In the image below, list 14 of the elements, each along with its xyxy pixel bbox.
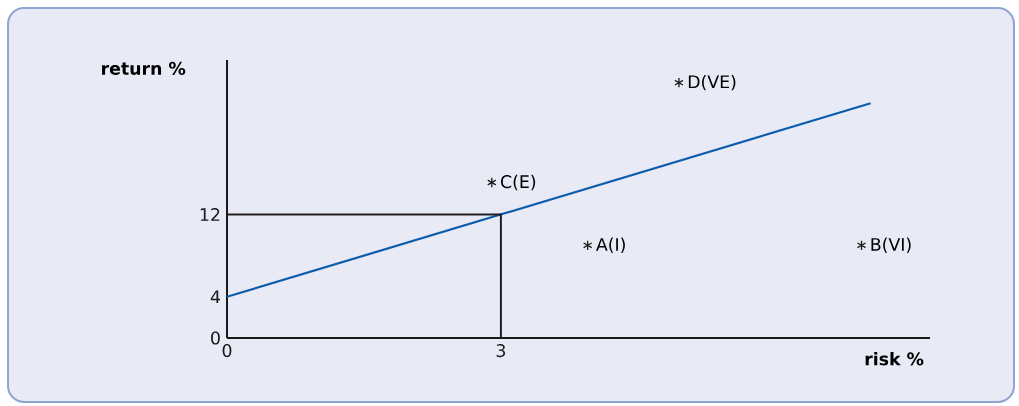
point (674, 77, 684, 88)
point (582, 239, 593, 251)
y-axis-title: return % (102, 61, 186, 75)
y-tick-label: 4 (210, 290, 220, 304)
annotation: A(I) (596, 237, 625, 254)
point (856, 239, 867, 251)
annotation: D(VE) (688, 74, 736, 91)
x-axis-title: risk % (865, 352, 924, 366)
y-tick-label: 0 (211, 331, 220, 345)
annotation: C(E) (501, 174, 536, 191)
x-tick-label: 3 (496, 344, 506, 358)
annotation: B(VI) (871, 237, 911, 254)
point (487, 177, 497, 188)
y-tick-label: 12 (200, 208, 220, 221)
